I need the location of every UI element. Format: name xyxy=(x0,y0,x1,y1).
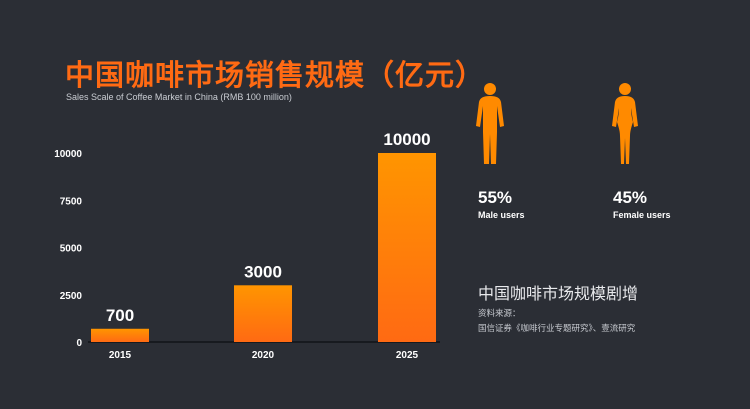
source-label: 资料来源： xyxy=(478,309,521,319)
bar-2015 xyxy=(91,328,149,342)
x-tick-label: 2020 xyxy=(252,350,275,361)
y-tick-label: 0 xyxy=(76,338,82,349)
y-tick-label: 10000 xyxy=(54,149,82,160)
female-percent: 45% xyxy=(613,188,648,207)
headline: 中国咖啡市场规模剧增 xyxy=(478,284,639,303)
chart-title: 中国咖啡市场销售规模（亿元） xyxy=(65,58,486,92)
x-tick-label: 2015 xyxy=(109,350,132,361)
female-label: Female users xyxy=(613,210,671,220)
source-text: 国信证券《咖啡行业专题研究》、壹流研究 xyxy=(478,324,636,334)
male-label: Male users xyxy=(478,210,525,220)
female-figure-icon xyxy=(609,82,641,168)
bar-value-label: 10000 xyxy=(383,130,430,149)
male-figure-icon xyxy=(474,82,506,168)
chart-subtitle: Sales Scale of Coffee Market in China (R… xyxy=(66,92,292,102)
bar-2020 xyxy=(234,285,292,342)
bar-2025 xyxy=(378,153,436,342)
y-tick-label: 7500 xyxy=(60,196,83,207)
x-tick-label: 2025 xyxy=(396,350,419,361)
bar-value-label: 700 xyxy=(106,306,134,325)
y-tick-label: 5000 xyxy=(60,244,83,255)
male-percent: 55% xyxy=(478,188,513,207)
bar-value-label: 3000 xyxy=(244,262,282,281)
y-tick-label: 2500 xyxy=(60,291,83,302)
